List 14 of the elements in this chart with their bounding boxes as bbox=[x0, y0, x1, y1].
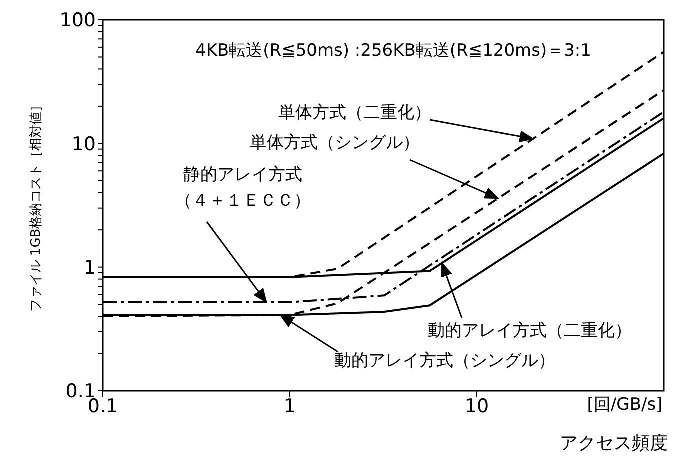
y-tick-label: 10 bbox=[72, 133, 96, 156]
y-tick-label: 100 bbox=[60, 10, 96, 32]
x-tick-label: 1 bbox=[284, 395, 296, 418]
text: [回/GB/s] bbox=[587, 395, 663, 415]
x-axis-title: アクセス頻度 bbox=[560, 433, 668, 454]
y-tick-label: 1 bbox=[84, 257, 96, 280]
annotation: 静的アレイ方式（４＋１ＥＣＣ） bbox=[175, 165, 311, 211]
y-axis-title: ファイル 1GB格納コスト［相対値］ bbox=[28, 98, 44, 312]
annotation: 単体方式（二重化） bbox=[278, 103, 432, 123]
annotation: 単体方式（シングル） bbox=[250, 133, 420, 153]
x-tick-label: 10 bbox=[464, 395, 490, 418]
annotation: 動的アレイ方式（シングル） bbox=[334, 351, 556, 371]
annotation: 動的アレイ方式（二重化） bbox=[428, 321, 632, 341]
text: 4KB転送(R≦50ms) :256KB転送(R≦120ms)＝3:1 bbox=[196, 41, 592, 61]
